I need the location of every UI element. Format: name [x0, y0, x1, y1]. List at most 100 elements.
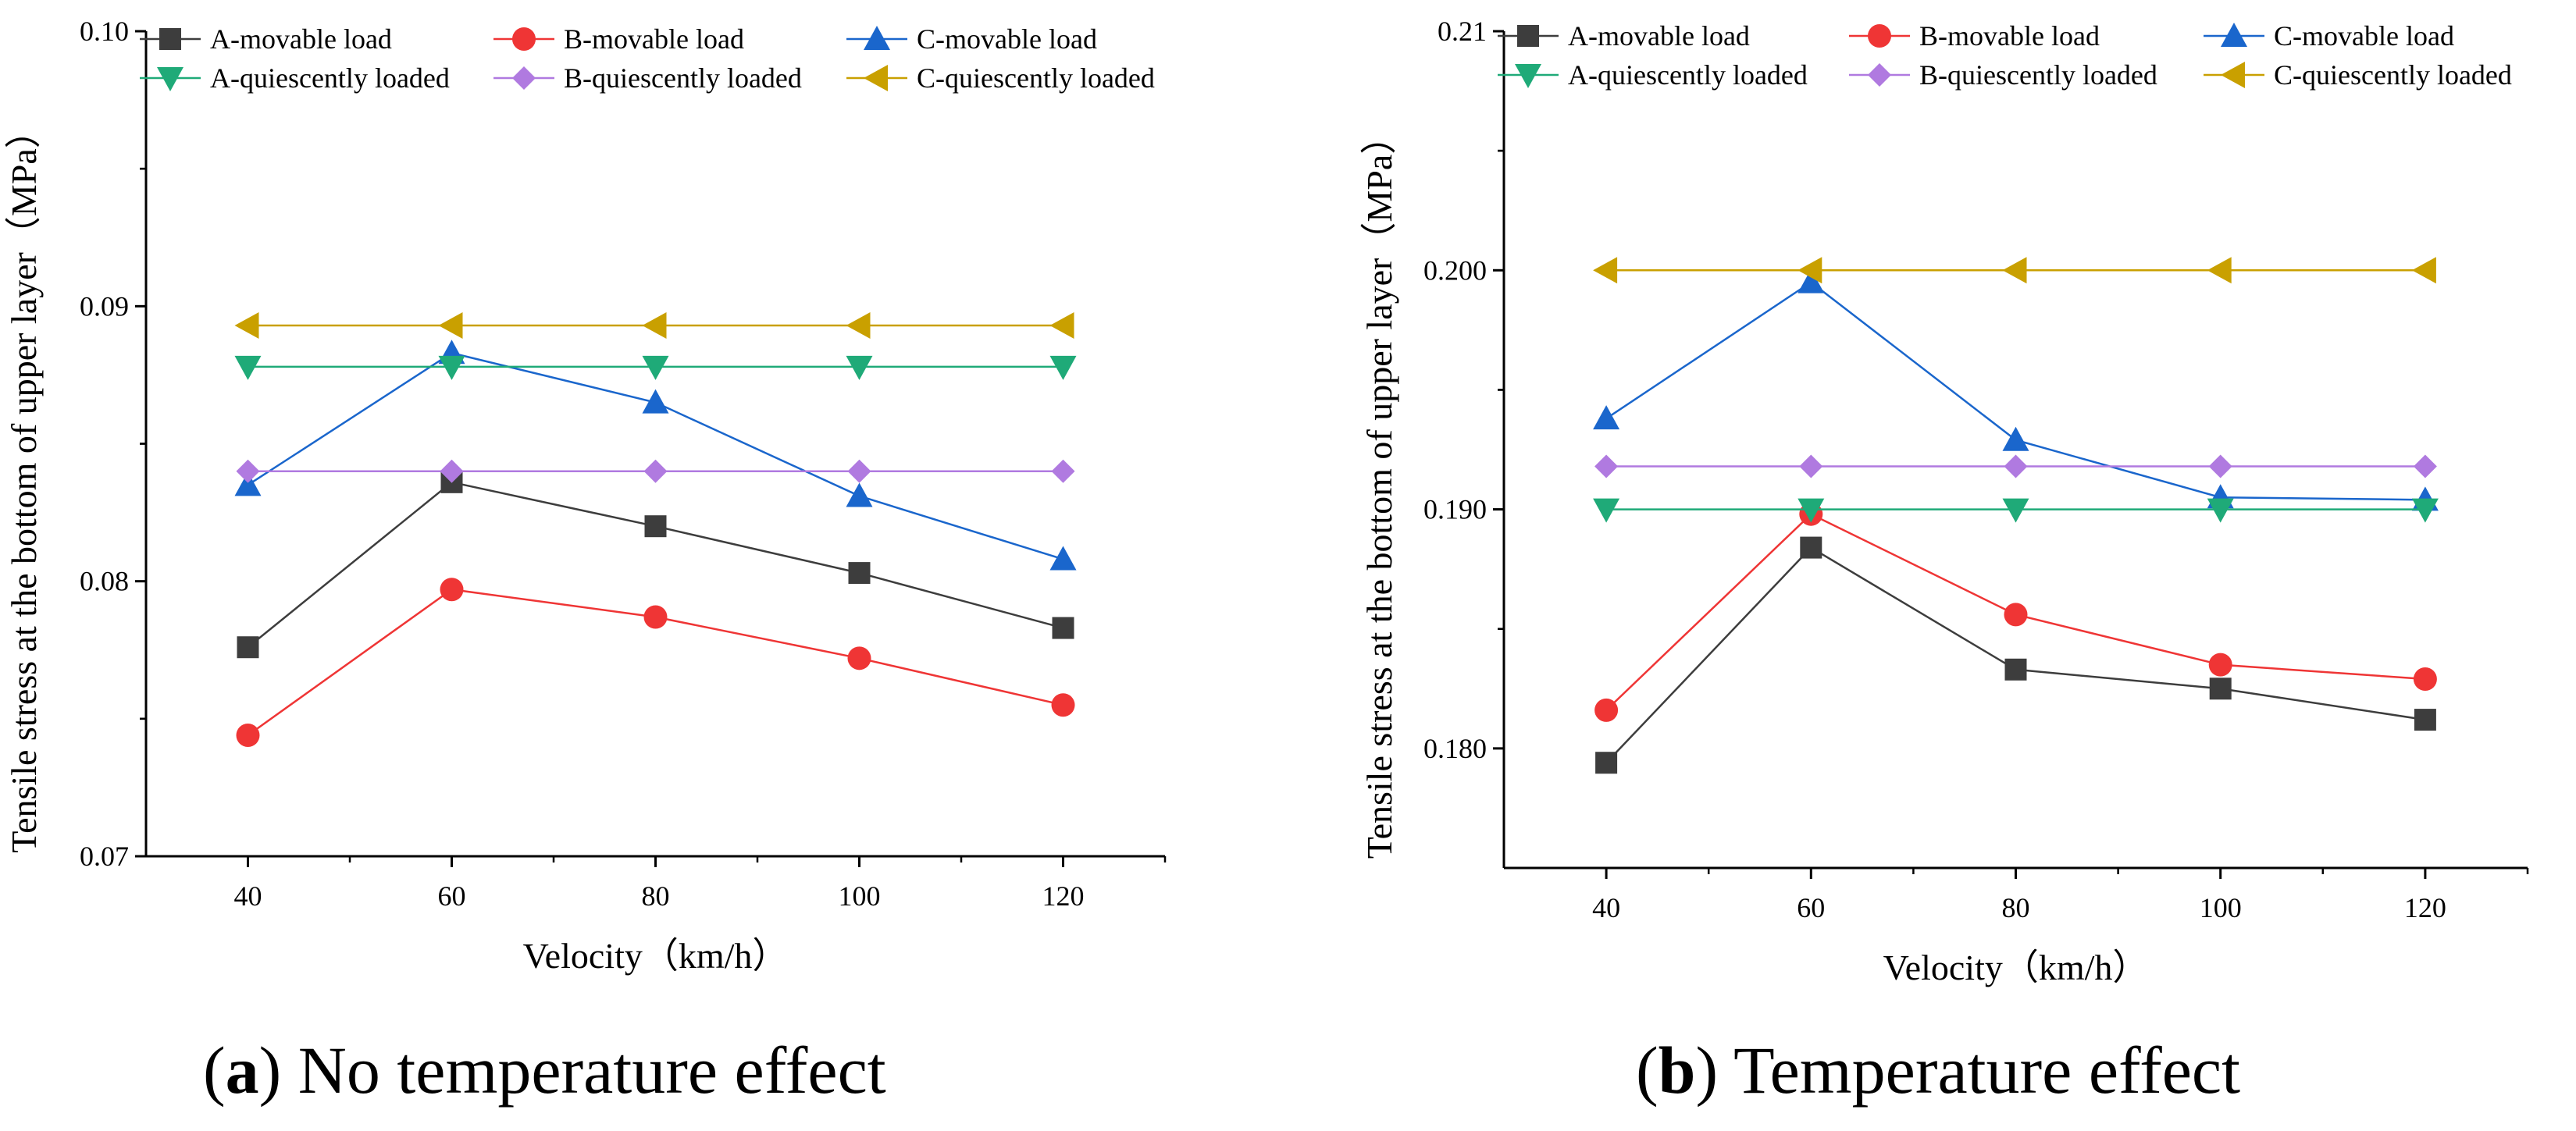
panel-a-data-point-3 [234, 355, 262, 380]
panel-b-data-point-0 [2414, 709, 2436, 731]
panel-a-data-point-1 [847, 646, 871, 670]
panel-a-legend-marker-0 [159, 28, 181, 50]
panel-a-legend-marker-5 [864, 65, 888, 91]
panel-a-data-point-2 [846, 482, 873, 507]
panel-b-x-tick-label: 80 [2002, 892, 2030, 923]
panel-b-data-point-2 [2002, 426, 2029, 451]
panel-b-data-point-3 [2411, 498, 2439, 523]
panel-a-legend-label-0: A-movable load [210, 23, 392, 55]
panel-b-y-tick-label: 0.190 [1423, 494, 1487, 525]
panel-b-legend-marker-2 [2221, 23, 2247, 47]
panel-a-legend-marker-4 [512, 66, 536, 90]
panel-a-data-point-4 [236, 459, 260, 483]
panel-b-data-point-2 [1797, 269, 1825, 293]
panel-a-data-point-5 [642, 311, 667, 339]
caption-b-letter: b [1659, 1033, 1696, 1108]
panel-a-data-point-4 [643, 459, 668, 483]
panel-a-data-point-4 [1051, 459, 1075, 483]
panel-a-legend-marker-1 [512, 27, 536, 51]
panel-a-legend-marker-2 [864, 26, 890, 50]
panel-b-data-point-5 [1593, 257, 1618, 284]
panel-a-x-tick-label: 120 [1042, 880, 1085, 912]
panel-a-data-point-5 [1049, 311, 1074, 339]
panel-a-data-point-1 [236, 723, 260, 747]
panel-b-series-line-0 [1605, 546, 2426, 764]
panel-a-data-point-0 [848, 562, 871, 585]
panel-a-x-axis-label: Velocity（km/h） [523, 936, 789, 976]
panel-b-legend-marker-3 [1515, 64, 1541, 88]
panel-a-y-tick-label: 0.08 [80, 566, 129, 597]
panel-b-x-tick-label: 60 [1797, 892, 1825, 923]
panel-a-legend-label-3: A-quiescently loaded [210, 62, 450, 94]
panel-b-y-axis-label: Tensile stress at the bottom of upper la… [1359, 119, 1399, 859]
panel-a-data-point-3 [438, 355, 465, 380]
panel-b-y-tick-label: 0.21 [1438, 16, 1487, 47]
panel-a-x-tick-label: 40 [234, 880, 262, 912]
panel-a-data-point-0 [644, 515, 667, 538]
panel-b-legend-label-5: C-quiescently loaded [2274, 59, 2512, 91]
panel-a-data-point-3 [1049, 355, 1077, 380]
panel-b-data-point-1 [2413, 667, 2437, 692]
panel-b-legend-label-4: B-quiescently loaded [1919, 59, 2157, 91]
panel-a-data-point-5 [234, 311, 259, 339]
panel-a-data-point-4 [847, 459, 871, 483]
panel-b-x-axis-label: Velocity（km/h） [1883, 948, 2149, 987]
panel-a-chart: 40 60 80 100 120 0.07 0.08 0.09 0.10 Velocity（km/… [4, 16, 1167, 976]
panel-b-data-point-0 [2004, 658, 2027, 681]
panel-a-y-tick-label: 0.10 [80, 16, 129, 47]
panel-b-data-point-5 [2207, 257, 2232, 284]
panel-b-legend-label-0: A-movable load [1568, 20, 1750, 52]
panel-b-legend-marker-0 [1517, 25, 1539, 47]
panel-b-data-point-1 [1594, 698, 1619, 722]
panel-a-data-point-3 [642, 355, 669, 380]
panel-a-data-point-1 [1051, 693, 1075, 717]
panel-a-data-point-2 [1049, 546, 1077, 571]
panel-a-y-tick-label: 0.07 [80, 841, 129, 872]
panel-b-data-point-3 [1797, 498, 1825, 523]
panel-b-x-tick-label: 100 [2200, 892, 2242, 923]
panel-a-x-tick-label: 60 [438, 880, 466, 912]
panel-b-data-point-0 [2209, 678, 2232, 700]
panel-a-legend-label-4: B-quiescently loaded [564, 62, 802, 94]
panel-b-data-point-1 [2208, 653, 2232, 677]
panel-b-data-point-1 [2004, 603, 2028, 627]
panel-a-data-point-5 [438, 311, 463, 339]
caption-a: (a) No temperature effect [203, 1033, 886, 1108]
panel-b-data-point-3 [1593, 498, 1620, 523]
panel-a-data-point-2 [642, 389, 669, 414]
panel-a-data-point-2 [234, 471, 262, 496]
panel-b-data-point-5 [1797, 257, 1822, 284]
panel-b-legend-label-1: B-movable load [1919, 20, 2100, 52]
panel-a-data-point-3 [846, 355, 873, 380]
panel-a-data-point-5 [846, 311, 871, 339]
caption-b: (b) Temperature effect [1636, 1033, 2240, 1108]
panel-b-chart: 40 60 80 100 120 0.180 0.190 0.200 0.21 Velocity（… [1359, 16, 2529, 987]
panel-b-data-point-4 [1594, 454, 1619, 478]
caption-a-text: No temperature effect [298, 1033, 886, 1108]
panel-a-legend-label-2: C-movable load [917, 23, 1097, 55]
caption-a-letter: a [226, 1033, 259, 1108]
panel-b-data-point-5 [2411, 257, 2436, 284]
panel-b-x-tick-label: 120 [2404, 892, 2446, 923]
panel-b-data-point-0 [1800, 536, 1822, 559]
panel-b-data-point-4 [2208, 454, 2232, 478]
panel-b-data-point-4 [2413, 454, 2437, 478]
panel-a-y-tick-label: 0.09 [80, 290, 129, 322]
panel-b-y-tick-label: 0.180 [1423, 733, 1487, 764]
panel-a-x-tick-label: 80 [642, 880, 670, 912]
panel-b-legend-label-2: C-movable load [2274, 20, 2454, 52]
panel-b-data-point-2 [1593, 405, 1620, 430]
panel-b-legend-marker-5 [2221, 62, 2245, 88]
panel-b-data-point-3 [2002, 498, 2029, 523]
panel-a-data-point-0 [1052, 617, 1074, 639]
panel-b-x-tick-label: 40 [1592, 892, 1620, 923]
panel-b-data-point-4 [1799, 454, 1823, 478]
panel-a-data-point-0 [237, 636, 259, 659]
panel-a-y-axis-label: Tensile stress at the bottom of upper la… [4, 112, 44, 853]
panel-a-data-point-1 [440, 578, 464, 602]
panel-b-legend-marker-4 [1868, 63, 1891, 87]
panel-a-data-point-1 [643, 605, 668, 629]
panel-b-data-point-4 [2004, 454, 2028, 478]
panel-b-data-point-5 [2002, 257, 2027, 284]
